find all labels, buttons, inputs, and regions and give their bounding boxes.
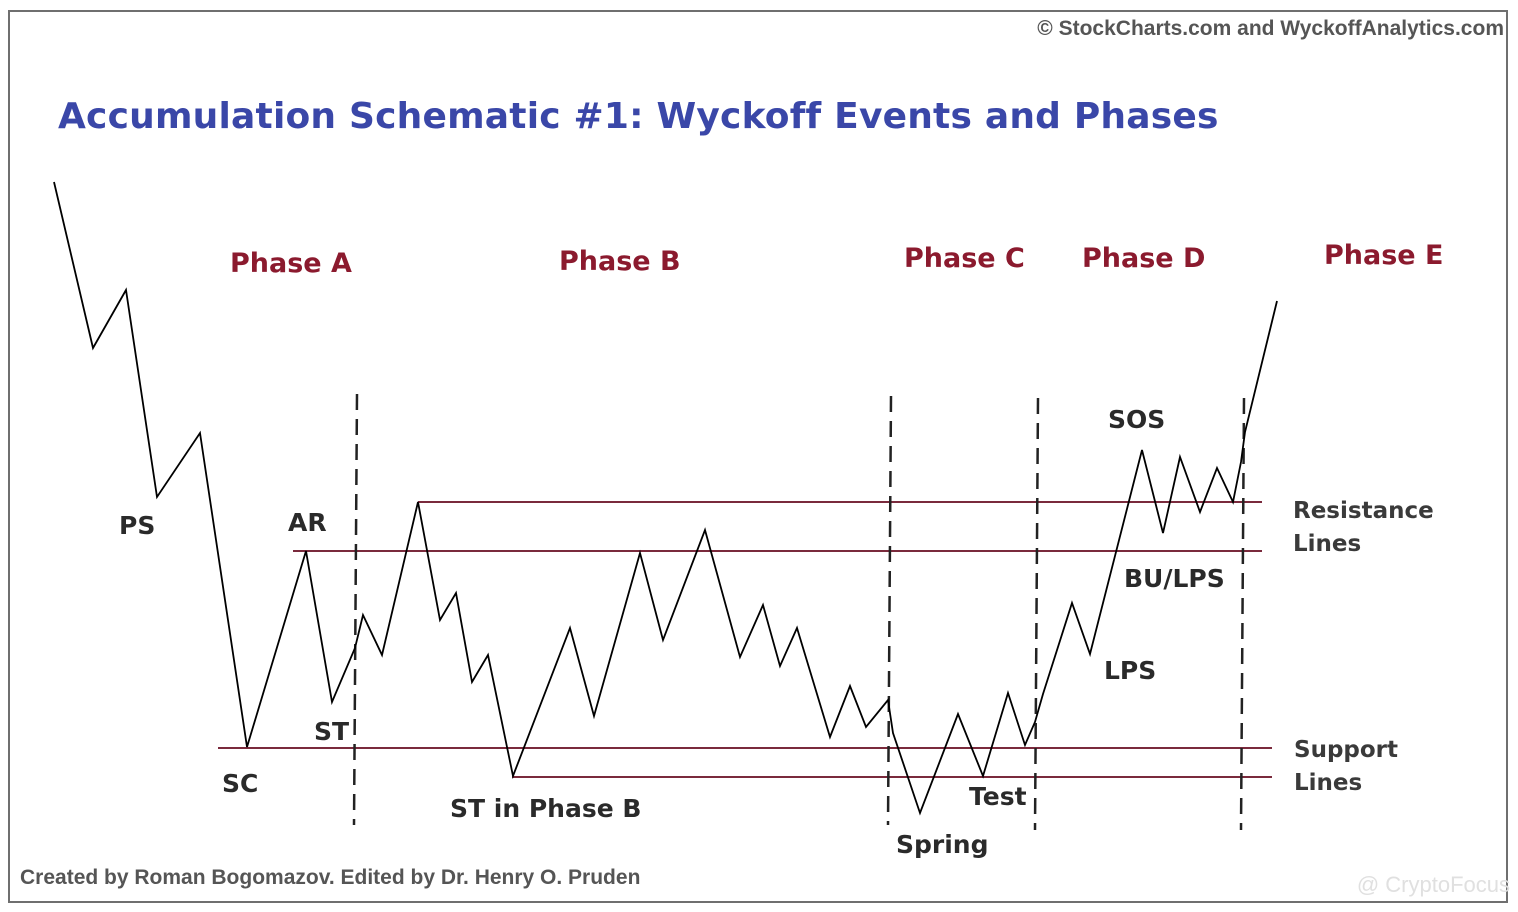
spring-label: Spring [896, 830, 989, 859]
phase-b-label: Phase B [559, 246, 681, 277]
divider-a-b [352, 393, 359, 826]
credit-text: Created by Roman Bogomazov. Edited by Dr… [20, 866, 641, 889]
diagram-frame [8, 10, 1508, 903]
event-labels: PS SC AR ST ST in Phase B Spring Test LP… [119, 405, 1225, 859]
support-label-1: Support [1294, 737, 1398, 763]
phase-c-label: Phase C [904, 243, 1025, 274]
price-path [53, 181, 1278, 816]
copyright-text: © StockCharts.com and WyckoffAnalytics.c… [1037, 17, 1504, 40]
lps-label: LPS [1104, 656, 1156, 685]
level-line-labels: Resistance Lines Support Lines [1293, 498, 1434, 796]
divider-d-e [1239, 397, 1246, 831]
st-phase-b-label: ST in Phase B [450, 794, 641, 823]
test-label: Test [969, 782, 1027, 811]
watermark-text: @ CryptoFocus [1356, 872, 1510, 897]
phase-a-label: Phase A [230, 248, 352, 279]
level-lines [218, 501, 1272, 778]
sc-label: SC [222, 769, 258, 798]
phase-e-label: Phase E [1324, 240, 1443, 271]
ar-label: AR [288, 508, 327, 537]
bu-lps-label: BU/LPS [1124, 564, 1225, 593]
divider-c-d [1033, 397, 1040, 831]
resistance-label-2: Lines [1293, 531, 1361, 557]
support-label-2: Lines [1294, 770, 1362, 796]
resistance-label-1: Resistance [1293, 498, 1434, 524]
phase-d-label: Phase D [1082, 243, 1205, 274]
page-title: Accumulation Schematic #1: Wyckoff Event… [58, 96, 1219, 137]
phase-dividers [352, 393, 1246, 831]
ps-label: PS [119, 511, 155, 540]
divider-b-c [886, 395, 893, 826]
phase-headings: Phase A Phase B Phase C Phase D Phase E [230, 240, 1443, 279]
sos-label: SOS [1108, 405, 1165, 434]
st-label: ST [314, 717, 349, 746]
